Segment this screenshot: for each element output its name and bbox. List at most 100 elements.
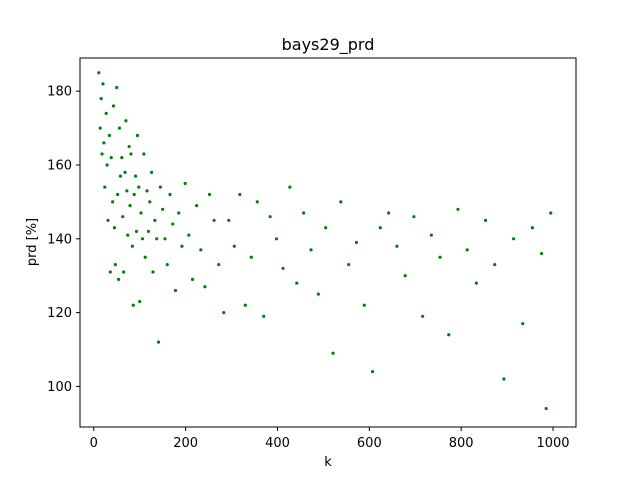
data-point	[243, 303, 247, 307]
data-point	[108, 270, 112, 274]
data-point	[106, 218, 110, 222]
data-point	[103, 185, 107, 189]
data-point	[370, 370, 375, 374]
data-point	[105, 163, 109, 167]
data-point	[387, 211, 391, 215]
data-point	[138, 299, 142, 304]
data-point	[156, 340, 161, 344]
data-point	[130, 244, 134, 248]
y-tick-label: 160	[47, 159, 72, 174]
data-point	[249, 255, 253, 259]
data-point	[135, 133, 140, 138]
data-point	[112, 226, 117, 230]
data-point	[101, 82, 105, 86]
data-point	[222, 311, 226, 315]
plot-area	[80, 58, 576, 427]
data-point	[309, 248, 313, 252]
y-axis-label: prd [%]	[25, 218, 40, 266]
data-point	[331, 351, 335, 355]
data-point	[173, 288, 178, 293]
data-point	[122, 270, 126, 274]
data-point	[347, 263, 351, 267]
data-point	[117, 126, 122, 130]
data-point	[127, 144, 131, 149]
x-axis-ticks: 0 200 400 600 800 1000	[90, 427, 570, 451]
data-point	[118, 174, 123, 178]
data-point	[544, 406, 548, 411]
data-point	[255, 200, 259, 204]
y-tick-label: 140	[47, 232, 72, 247]
data-point	[199, 248, 203, 252]
data-point	[274, 237, 279, 241]
data-point	[474, 281, 478, 285]
data-point	[107, 133, 111, 138]
data-point	[378, 226, 382, 230]
data-point	[168, 192, 172, 197]
data-point	[109, 156, 113, 160]
data-point	[177, 211, 181, 215]
data-point	[140, 237, 145, 241]
data-point	[227, 218, 231, 222]
data-point	[102, 141, 106, 145]
data-point	[511, 237, 516, 241]
data-point	[183, 181, 187, 186]
data-point	[493, 263, 497, 267]
data-point	[128, 204, 132, 208]
data-point	[456, 207, 460, 211]
data-point	[190, 277, 195, 281]
data-point	[97, 71, 101, 75]
data-point	[133, 174, 138, 178]
data-point	[421, 314, 425, 318]
data-point	[288, 185, 292, 189]
data-point	[530, 226, 534, 230]
data-point	[158, 185, 162, 189]
x-axis-label: k	[324, 455, 332, 470]
data-point	[354, 240, 359, 245]
data-point	[429, 233, 433, 237]
data-point	[120, 156, 124, 160]
data-point	[539, 251, 544, 256]
data-point	[115, 85, 119, 90]
data-point	[146, 229, 151, 234]
data-point	[161, 207, 165, 211]
data-point	[131, 303, 135, 307]
data-point	[99, 96, 103, 101]
data-point	[129, 152, 133, 156]
x-tick-label: 600	[357, 436, 382, 451]
data-point	[111, 104, 116, 108]
data-point	[124, 119, 128, 123]
data-point	[302, 211, 306, 215]
x-tick-label: 400	[265, 436, 290, 451]
data-point	[104, 111, 108, 115]
data-point	[134, 229, 139, 234]
data-point	[268, 215, 272, 219]
data-point	[180, 244, 184, 248]
data-point	[155, 237, 159, 241]
x-tick-label: 0	[90, 436, 98, 451]
data-point	[195, 204, 199, 208]
chart-title: bays29_prd	[282, 35, 375, 55]
data-point	[521, 322, 525, 326]
data-point	[116, 277, 121, 281]
data-point	[217, 263, 221, 267]
data-point	[132, 192, 136, 197]
data-point	[116, 192, 120, 197]
data-point	[171, 222, 175, 226]
data-point	[465, 248, 469, 252]
y-axis-ticks: 100 120 140 160 180	[47, 85, 80, 395]
data-point	[150, 170, 154, 174]
data-point	[238, 192, 242, 197]
data-point	[187, 233, 191, 237]
data-point	[207, 192, 212, 197]
data-point	[163, 237, 167, 241]
data-point	[111, 200, 115, 204]
plot-frame	[79, 57, 577, 428]
data-point	[324, 226, 328, 230]
data-point	[232, 244, 236, 248]
data-point	[98, 126, 102, 130]
data-point	[153, 218, 157, 222]
data-point	[339, 200, 343, 204]
data-point	[121, 215, 125, 219]
